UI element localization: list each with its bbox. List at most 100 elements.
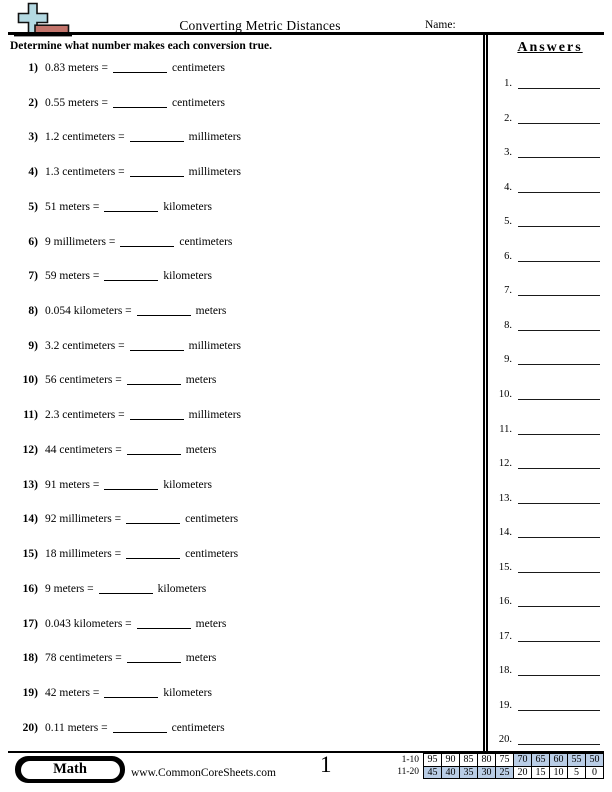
answer-number: 1.: [504, 78, 512, 90]
answer-row: 4.: [488, 159, 612, 194]
question-row: 15) 18 millimeters = centimeters: [0, 537, 483, 572]
question-number: 14): [22, 513, 38, 526]
fill-in-blank[interactable]: [113, 105, 168, 108]
answer-blank-line[interactable]: [518, 364, 600, 366]
answer-blank-line[interactable]: [518, 537, 600, 539]
fill-in-blank[interactable]: [129, 139, 184, 143]
answer-blank-line[interactable]: [518, 398, 600, 400]
answer-blank-line[interactable]: [518, 88, 600, 90]
answer-blank-line[interactable]: [518, 744, 600, 746]
answers-list: 1. 2. 3. 4. 5. 6. 7. 8. 9. 10. 11. 12. 1…: [488, 56, 612, 747]
question-unit: centimeters: [185, 513, 239, 526]
answers-panel: Answers 1. 2. 3. 4. 5. 6. 7. 8. 9. 10. 1…: [483, 34, 612, 752]
question-number: 4): [28, 166, 38, 179]
question-number: 2): [28, 96, 38, 109]
answer-row: 14.: [488, 505, 612, 540]
question-row: 7) 59 meters = kilometers: [0, 259, 483, 294]
question-text: 18 millimeters =: [45, 548, 122, 561]
question-number: 6): [28, 235, 38, 248]
question-unit: kilometers: [163, 686, 212, 699]
page-number: 1: [320, 752, 332, 777]
fill-in-blank[interactable]: [126, 556, 181, 560]
question-unit: meters: [195, 305, 227, 318]
answer-blank-line[interactable]: [518, 191, 600, 193]
question-text: 2.3 centimeters =: [45, 409, 125, 422]
answer-blank-line[interactable]: [518, 640, 600, 642]
score-range-label: 1-10: [401, 754, 419, 765]
fill-in-blank[interactable]: [104, 209, 159, 212]
answer-blank-line[interactable]: [518, 329, 600, 331]
fill-in-blank[interactable]: [136, 626, 191, 629]
question-row: 3) 1.2 centimeters = millimeters: [0, 120, 483, 155]
answer-number: 18.: [498, 665, 512, 677]
questions-list: 1) 0.83 meters = centimeters 2) 0.55 meters…: [0, 51, 483, 745]
answer-number: 17.: [498, 630, 512, 642]
answer-row: 7.: [488, 263, 612, 298]
fill-in-blank[interactable]: [126, 521, 181, 525]
question-text: 0.55 meters =: [45, 96, 109, 109]
score-grid: 1-10 95 90 85 80 75 70 65 60 55 50 11-20 45 40 35 30…: [389, 753, 604, 779]
answer-blank-line[interactable]: [518, 433, 600, 435]
question-unit: meters: [185, 652, 217, 665]
question-number: 7): [28, 270, 38, 283]
score-cell: 80: [477, 753, 496, 767]
answer-blank-line[interactable]: [518, 157, 600, 159]
question-row: 10) 56 centimeters = meters: [0, 363, 483, 398]
score-row: 11-20 45 40 35 30 25 20 15 10 5 0: [389, 765, 604, 779]
answer-blank-line[interactable]: [518, 606, 600, 608]
fill-in-blank[interactable]: [126, 382, 181, 386]
answer-blank-line[interactable]: [518, 226, 600, 228]
score-cell: 45: [423, 765, 442, 779]
answer-blank-line[interactable]: [518, 709, 600, 711]
fill-in-blank[interactable]: [112, 730, 167, 733]
answer-number: 3.: [504, 147, 512, 159]
fill-in-blank[interactable]: [104, 695, 159, 698]
fill-in-blank[interactable]: [129, 174, 184, 178]
fill-in-blank[interactable]: [120, 244, 175, 247]
answer-row: 2.: [488, 90, 612, 125]
question-unit: kilometers: [163, 270, 212, 283]
question-number: 16): [22, 582, 38, 595]
fill-in-blank[interactable]: [126, 452, 181, 455]
question-number: 13): [22, 478, 38, 491]
answer-number: 13.: [498, 492, 512, 504]
question-number: 10): [22, 374, 38, 387]
fill-in-blank[interactable]: [104, 487, 159, 490]
answer-number: 14.: [498, 527, 512, 539]
answer-number: 2.: [504, 112, 512, 124]
question-unit: millimeters: [188, 166, 242, 179]
question-unit: centimeters: [171, 721, 225, 734]
website-url: www.CommonCoreSheets.com: [131, 767, 276, 779]
question-unit: centimeters: [172, 96, 226, 109]
question-text: 0.83 meters =: [45, 62, 109, 74]
answer-blank-line[interactable]: [518, 502, 600, 504]
fill-in-blank[interactable]: [98, 591, 153, 594]
answer-blank-line[interactable]: [518, 675, 600, 677]
header-divider: [8, 32, 604, 35]
fill-in-blank[interactable]: [136, 313, 191, 317]
question-unit: meters: [195, 617, 227, 630]
answer-row: 11.: [488, 401, 612, 436]
question-row: 19) 42 meters = kilometers: [0, 676, 483, 711]
answer-blank-line[interactable]: [518, 260, 600, 262]
answer-row: 10.: [488, 366, 612, 401]
score-row: 1-10 95 90 85 80 75 70 65 60 55 50: [389, 753, 604, 767]
instruction-text: Determine what number makes each convers…: [10, 40, 273, 52]
answer-blank-line[interactable]: [518, 295, 600, 297]
answer-blank-line[interactable]: [518, 122, 600, 124]
fill-in-blank[interactable]: [129, 417, 184, 421]
question-text: 44 centimeters =: [45, 443, 122, 456]
score-range-label: 11-20: [397, 767, 419, 778]
fill-in-blank[interactable]: [126, 660, 181, 664]
question-number: 1): [28, 62, 38, 74]
question-number: 20): [22, 721, 38, 734]
answer-blank-line[interactable]: [518, 571, 600, 573]
answer-row: 18.: [488, 643, 612, 678]
answer-blank-line[interactable]: [518, 468, 600, 470]
fill-in-blank[interactable]: [113, 70, 168, 73]
question-unit: meters: [185, 443, 217, 456]
fill-in-blank[interactable]: [129, 348, 184, 351]
question-row: 17) 0.043 kilometers = meters: [0, 607, 483, 642]
question-unit: kilometers: [163, 200, 212, 213]
fill-in-blank[interactable]: [104, 278, 159, 282]
